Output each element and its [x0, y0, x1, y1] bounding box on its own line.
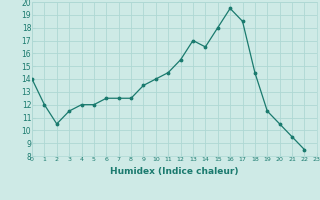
- X-axis label: Humidex (Indice chaleur): Humidex (Indice chaleur): [110, 167, 239, 176]
